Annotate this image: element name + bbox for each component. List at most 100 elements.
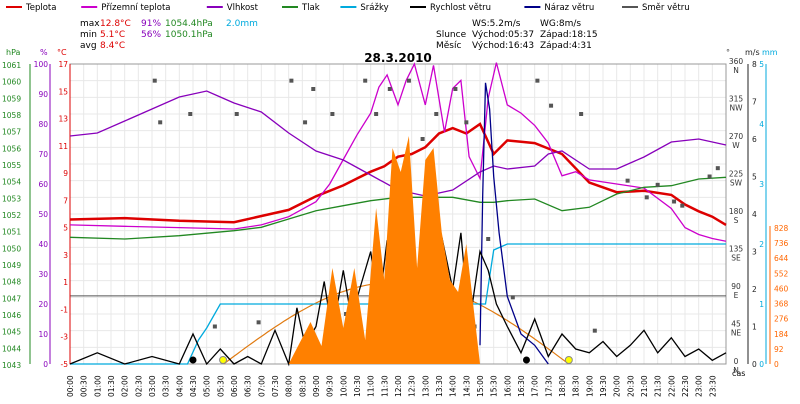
tick-ms-6: 2 <box>752 285 757 294</box>
tick-mm-2: 3 <box>759 180 764 189</box>
tick-time-19: 09:30 <box>326 375 335 397</box>
tick-hpa-10: 1051 <box>2 228 21 237</box>
tick-c-9: -1 <box>61 305 69 314</box>
tick-hpa-12: 1049 <box>2 261 21 270</box>
tick-c-11: -5 <box>61 360 69 369</box>
tick-ms-2: 6 <box>752 135 757 144</box>
tick-mm-4: 1 <box>759 300 764 309</box>
tick-time-7: 03:30 <box>162 375 171 397</box>
tick-time-42: 21:00 <box>640 375 649 397</box>
tick-dir-0: N <box>733 66 739 75</box>
legend-label-5: Rychlost větru <box>430 3 491 13</box>
wind-dir-point-12 <box>374 112 379 116</box>
tick-ms-5: 3 <box>752 248 757 257</box>
tick-c-10: -3 <box>61 333 69 342</box>
tick-hpa-9: 1052 <box>2 211 21 220</box>
tick-ms-8: 0 <box>752 360 757 369</box>
legend-label-2: Vlhkost <box>227 3 259 13</box>
unit-pct: % <box>40 48 48 57</box>
tick-pct-2: 80 <box>38 120 48 129</box>
wind-dir-point-3 <box>212 324 217 329</box>
tick-rain-5: 368 <box>774 300 789 309</box>
tick-pct-8: 20 <box>38 300 48 309</box>
tick-time-36: 18:00 <box>558 375 567 397</box>
tick-hpa-4: 1057 <box>2 128 21 137</box>
tick-hpa-7: 1054 <box>2 178 21 187</box>
wind-dir-point-11 <box>363 78 368 83</box>
tick-hpa-3: 1058 <box>2 111 21 120</box>
stat-avg-temp: 8.4°C <box>100 41 125 51</box>
info-wg: WG:8m/s <box>540 19 581 29</box>
wind-dir-point-7 <box>303 120 308 125</box>
wind-dir-point-34 <box>715 166 720 171</box>
tick-c-5: 7 <box>63 196 68 205</box>
tick-hpa-18: 1043 <box>2 361 21 370</box>
tick-ms-3: 5 <box>752 173 757 182</box>
tick-rain-8: 92 <box>774 345 784 354</box>
plot-area <box>69 62 727 367</box>
tick-time-43: 21:30 <box>654 375 663 397</box>
tick-time-15: 07:30 <box>271 375 280 397</box>
tick-deg-8: 0 <box>734 357 739 366</box>
legend-label-1: Přízemní teplota <box>101 3 170 13</box>
moon-marker-0 <box>189 356 197 364</box>
wind-dir-point-8 <box>311 87 316 91</box>
info-sun-set: Západ:18:15 <box>540 30 598 40</box>
tick-pct-1: 90 <box>38 90 48 99</box>
wind-dir-point-24 <box>535 78 540 83</box>
legend-label-6: Náraz větru <box>544 3 594 13</box>
tick-hpa-16: 1045 <box>2 328 21 337</box>
tick-time-18: 09:00 <box>312 375 321 397</box>
wind-dir-point-6 <box>289 78 294 83</box>
wind-dir-point-9 <box>330 112 335 116</box>
tick-dir-4: S <box>734 216 739 225</box>
tick-c-6: 5 <box>63 224 68 233</box>
info-sun-rise: Východ:05:37 <box>472 30 534 40</box>
tick-ms-1: 7 <box>752 98 757 107</box>
tick-time-13: 06:30 <box>244 375 253 397</box>
info-moon-rise: Východ:16:43 <box>472 41 534 51</box>
tick-c-3: 11 <box>58 142 68 151</box>
wind-dir-point-25 <box>549 103 554 108</box>
legend-label-4: Srážky <box>360 3 388 13</box>
tick-time-27: 13:30 <box>435 375 444 397</box>
unit-deg: ° <box>726 48 730 57</box>
wind-dir-point-31 <box>672 199 677 204</box>
tick-time-10: 05:00 <box>203 375 212 397</box>
tick-hpa-11: 1050 <box>2 244 21 253</box>
tick-hpa-2: 1059 <box>2 94 21 103</box>
tick-dir-8: N <box>733 366 739 375</box>
tick-dir-5: SE <box>731 254 741 263</box>
tick-time-38: 19:00 <box>585 375 594 397</box>
tick-time-26: 13:00 <box>421 375 430 397</box>
tick-time-30: 15:00 <box>476 375 485 397</box>
info-moon-set: Západ:4:31 <box>540 41 592 51</box>
wind-dir-point-26 <box>579 112 584 116</box>
tick-rain-1: 736 <box>774 239 789 248</box>
wind-dir-point-30 <box>655 182 660 187</box>
tick-time-21: 10:30 <box>353 375 362 397</box>
sun-marker-0 <box>219 356 228 364</box>
tick-pct-4: 60 <box>38 180 48 189</box>
unit-ms: m/s <box>745 48 760 57</box>
tick-dir-1: NW <box>729 104 743 113</box>
tick-hpa-6: 1055 <box>2 161 21 170</box>
tick-time-29: 14:30 <box>462 375 471 397</box>
tick-deg-6: 90 <box>731 282 741 291</box>
stat-min-press: 1050.1hPa <box>165 30 213 40</box>
stat-avg-label: avg <box>80 41 97 51</box>
tick-dir-7: NE <box>731 329 742 338</box>
tick-time-32: 16:00 <box>503 375 512 397</box>
stat-max-temp: 12.8°C <box>100 19 131 29</box>
tick-mm-1: 4 <box>759 120 764 129</box>
tick-time-16: 08:00 <box>285 375 294 397</box>
tick-time-11: 05:30 <box>216 375 225 397</box>
tick-time-0: 00:00 <box>66 375 75 397</box>
tick-time-14: 07:00 <box>257 375 266 397</box>
tick-time-4: 02:00 <box>121 375 130 397</box>
tick-pct-3: 70 <box>38 150 48 159</box>
tick-time-37: 18:30 <box>572 375 581 397</box>
tick-time-23: 11:30 <box>380 375 389 397</box>
chart-title: 28.3.2010 <box>364 51 432 65</box>
